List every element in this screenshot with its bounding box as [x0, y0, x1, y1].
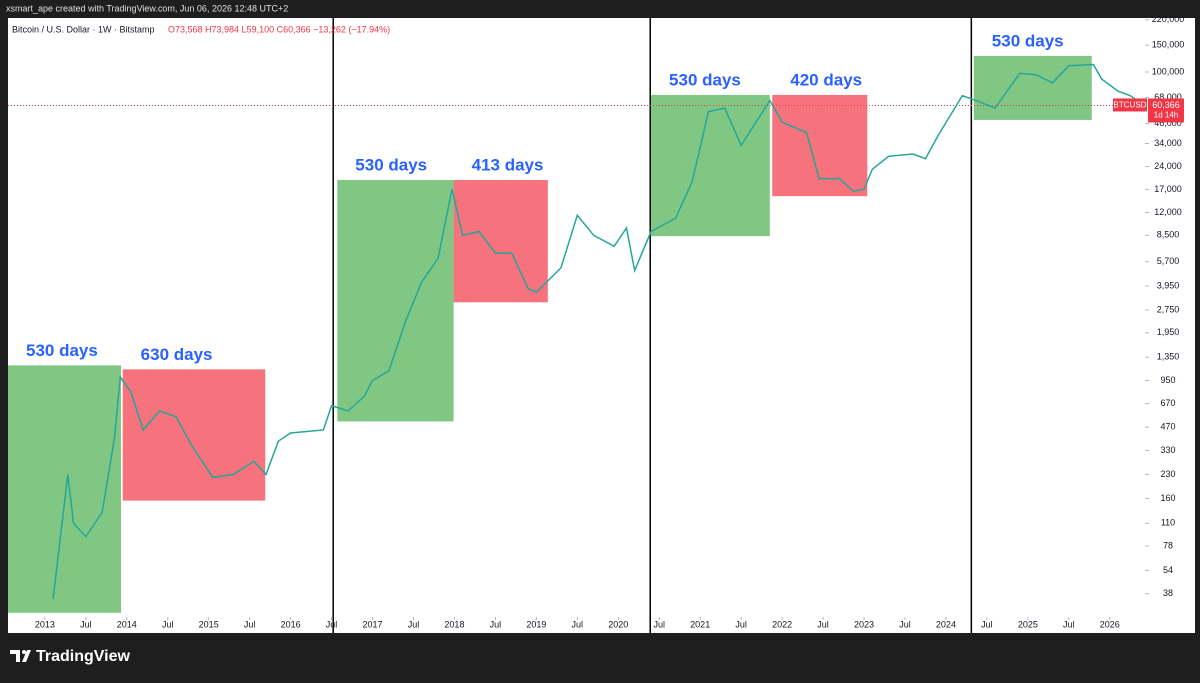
x-tick-label: 2021	[690, 619, 710, 629]
range-label: 413 days	[472, 156, 544, 175]
brand: TradingView	[36, 648, 131, 665]
range-box	[772, 94, 868, 197]
y-tick-label: 3,950	[1157, 280, 1180, 290]
logo-dot	[22, 650, 26, 654]
x-tick-label: 2016	[281, 619, 301, 629]
price-tag-bg	[1113, 98, 1147, 112]
attribution: xsmart_ape created with TradingView.com,…	[6, 3, 288, 13]
x-tick-label: 2015	[199, 619, 219, 629]
chart-area	[8, 18, 1195, 633]
y-tick-label: 220,000	[1152, 14, 1185, 24]
range-box	[453, 180, 548, 303]
range-box	[8, 365, 122, 613]
x-tick-label: 2023	[854, 619, 874, 629]
x-tick-label: Jul	[899, 619, 911, 629]
y-tick-label: 110	[1161, 518, 1175, 528]
x-tick-label: 2020	[608, 619, 628, 629]
y-tick-label: 38	[1163, 588, 1173, 598]
range-label: 630 days	[141, 345, 213, 364]
x-tick-label: Jul	[490, 619, 502, 629]
y-tick-label: 100,000	[1152, 66, 1185, 76]
x-tick-label: 2026	[1100, 619, 1120, 629]
range-label: 530 days	[355, 156, 427, 175]
y-tick-label: 17,000	[1154, 184, 1182, 194]
range-box	[122, 369, 266, 501]
logo-mark	[10, 650, 31, 662]
y-tick-label: 2,750	[1157, 304, 1180, 314]
y-tick-label: 12,000	[1154, 207, 1182, 217]
x-tick-label: 2018	[444, 619, 464, 629]
range-label: 530 days	[26, 341, 98, 360]
x-tick-label: Jul	[817, 619, 829, 629]
price-label-bg	[1148, 98, 1184, 123]
x-tick-label: 2019	[526, 619, 546, 629]
y-tick-label: 1,950	[1157, 327, 1180, 337]
x-tick-label: 2017	[363, 619, 383, 629]
y-tick-label: 8,500	[1157, 230, 1180, 240]
x-tick-label: 2025	[1018, 619, 1038, 629]
y-tick-label: 950	[1160, 375, 1175, 385]
y-tick-label: 78	[1163, 540, 1173, 550]
x-tick-label: Jul	[572, 619, 584, 629]
x-tick-label: Jul	[326, 619, 338, 629]
x-tick-label: 2024	[936, 619, 956, 629]
x-tick-label: Jul	[735, 619, 747, 629]
y-tick-label: 150,000	[1152, 40, 1185, 50]
y-tick-label: 68,000	[1154, 92, 1182, 102]
x-tick-label: Jul	[653, 619, 665, 629]
y-tick-label: 230	[1160, 469, 1175, 479]
x-tick-label: 2022	[772, 619, 792, 629]
y-tick-label: 24,000	[1154, 161, 1182, 171]
price-tag: BTCUSD	[1114, 101, 1147, 110]
range-label: 420 days	[790, 70, 862, 89]
x-tick-label: 2014	[117, 619, 137, 629]
y-tick-label: 670	[1160, 398, 1175, 408]
y-tick-label: 160	[1160, 493, 1175, 503]
x-tick-label: Jul	[162, 619, 174, 629]
range-box	[651, 94, 770, 237]
y-tick-label: 34,000	[1154, 138, 1182, 148]
x-tick-label: Jul	[80, 619, 92, 629]
x-tick-label: 2013	[35, 619, 55, 629]
y-tick-label: 470	[1160, 421, 1175, 431]
ohlc: O73,568 H73,984 L59,100 C60,366 −13,262 …	[168, 24, 390, 34]
y-tick-label: 46,000	[1154, 118, 1182, 128]
x-tick-label: Jul	[244, 619, 256, 629]
logo	[10, 650, 31, 662]
x-tick-label: Jul	[981, 619, 993, 629]
symbol: Bitcoin / U.S. Dollar · 1W · Bitstamp	[12, 24, 155, 34]
range-box	[973, 55, 1092, 120]
price-label: 60,366	[1152, 100, 1180, 110]
x-tick-label: Jul	[1063, 619, 1075, 629]
range-label: 530 days	[992, 31, 1064, 50]
y-tick-label: 330	[1160, 445, 1175, 455]
range-label: 530 days	[669, 70, 741, 89]
range-box	[337, 180, 454, 422]
y-tick-label: 1,350	[1157, 352, 1180, 362]
plot: 530 days 630 days 530 days 413 days 530 days…	[8, 14, 1184, 633]
x-tick-label: Jul	[408, 619, 420, 629]
price-line	[52, 63, 1146, 600]
countdown: 1d 14h	[1154, 111, 1178, 120]
y-tick-label: 5,700	[1157, 256, 1180, 266]
y-tick-label: 54	[1163, 565, 1173, 575]
